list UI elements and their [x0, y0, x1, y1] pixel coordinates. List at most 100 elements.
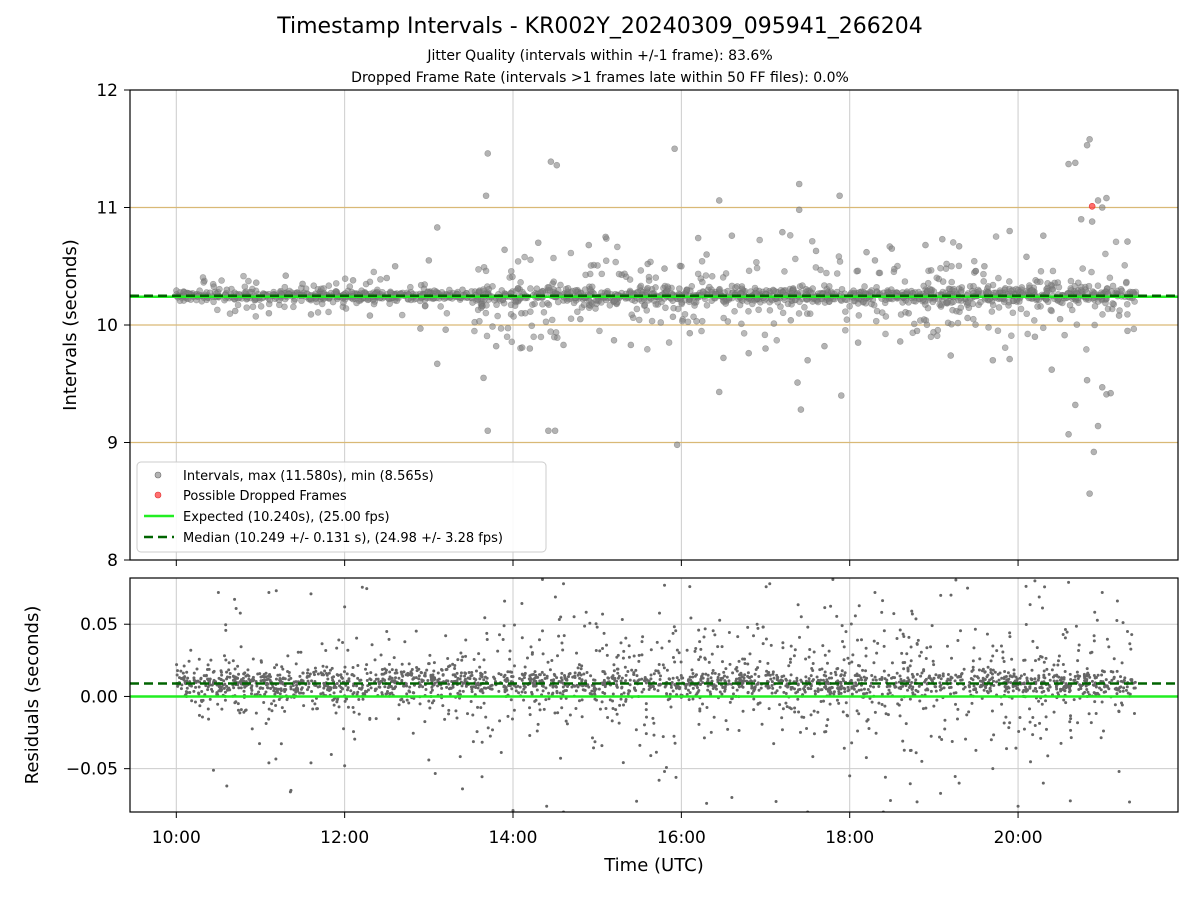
residual-point: [822, 699, 826, 703]
residual-point: [224, 658, 228, 662]
residual-point: [804, 657, 808, 661]
residual-point: [890, 676, 894, 680]
x-tick-label: 16:00: [657, 828, 706, 848]
residual-point: [463, 677, 467, 681]
residual-point: [216, 590, 220, 594]
residual-point: [634, 668, 638, 672]
residual-point: [305, 671, 309, 675]
residual-point: [547, 697, 551, 701]
interval-point: [626, 276, 634, 283]
residual-point: [461, 689, 465, 693]
residual-point: [1059, 678, 1063, 682]
residual-point: [387, 637, 391, 641]
residual-point: [1033, 686, 1037, 690]
residual-point: [1055, 673, 1059, 677]
residual-point: [541, 652, 545, 656]
residual-point: [689, 616, 693, 620]
residual-point: [1059, 741, 1063, 745]
residual-point: [1002, 721, 1006, 725]
interval-point: [325, 308, 332, 316]
interval-point: [484, 427, 492, 435]
residual-point: [868, 684, 872, 688]
residual-point: [752, 708, 756, 712]
interval-point: [855, 312, 863, 319]
interval-point: [740, 330, 748, 337]
residual-point: [649, 677, 653, 681]
residual-point: [864, 756, 868, 760]
intervals-y-axis-label: Intervals (seconds): [60, 239, 81, 411]
residual-point: [501, 637, 505, 641]
residual-point: [604, 643, 608, 647]
residual-point: [789, 686, 793, 690]
residual-point: [537, 638, 541, 642]
residual-point: [769, 677, 773, 681]
interval-point: [694, 234, 702, 242]
residual-point: [1117, 709, 1121, 713]
residual-point: [850, 660, 854, 664]
residual-point: [730, 796, 734, 800]
residual-point: [922, 668, 926, 672]
residual-point: [1042, 673, 1046, 677]
interval-point: [310, 282, 318, 289]
interval-point: [1067, 277, 1075, 285]
interval-point: [249, 303, 257, 311]
interval-point: [812, 247, 820, 255]
residual-point: [380, 667, 384, 671]
interval-point: [243, 304, 251, 311]
residual-point: [252, 678, 256, 682]
residual-point: [309, 592, 313, 596]
residual-point: [781, 707, 785, 711]
residual-point: [197, 691, 201, 695]
residual-point: [325, 673, 329, 677]
residual-point: [562, 634, 566, 638]
interval-point: [1109, 300, 1116, 307]
residual-point: [379, 679, 383, 683]
interval-point: [497, 325, 505, 332]
residual-point: [175, 669, 179, 673]
residual-point: [1076, 721, 1080, 725]
residual-point: [364, 689, 368, 693]
residual-point: [286, 654, 290, 658]
interval-point: [644, 260, 651, 268]
residual-point: [593, 689, 597, 693]
residual-point: [329, 686, 333, 690]
residual-point: [1061, 663, 1065, 667]
interval-point: [652, 301, 660, 308]
residual-point: [480, 675, 484, 679]
residual-point: [1003, 670, 1007, 674]
interval-point: [989, 301, 997, 309]
residual-point: [1130, 678, 1134, 682]
residual-point: [353, 737, 357, 741]
interval-point: [1068, 306, 1076, 314]
residual-point: [812, 650, 816, 654]
interval-point: [514, 285, 522, 292]
residual-point: [769, 643, 773, 647]
residual-point: [477, 652, 481, 656]
residual-point: [305, 688, 309, 692]
residual-point: [911, 685, 915, 689]
residual-point: [179, 687, 183, 691]
interval-point: [489, 323, 496, 330]
interval-point: [587, 262, 595, 269]
residual-point: [327, 671, 331, 675]
interval-point: [407, 283, 414, 291]
residual-point: [706, 688, 710, 692]
residual-point: [695, 692, 699, 696]
residual-point: [706, 677, 710, 681]
residual-point: [702, 736, 706, 740]
residual-point: [761, 625, 765, 629]
residual-point: [224, 628, 228, 632]
residual-point: [405, 692, 409, 696]
residual-point: [1069, 728, 1073, 732]
residual-point: [299, 650, 303, 654]
residual-point: [656, 689, 660, 693]
residual-point: [793, 648, 797, 652]
residual-point: [972, 684, 976, 688]
residual-point: [1103, 685, 1107, 689]
residual-point: [277, 687, 281, 691]
residual-point: [447, 682, 451, 686]
residual-point: [265, 678, 269, 682]
residual-point: [471, 713, 475, 717]
residual-point: [705, 706, 709, 710]
interval-point: [231, 307, 239, 315]
